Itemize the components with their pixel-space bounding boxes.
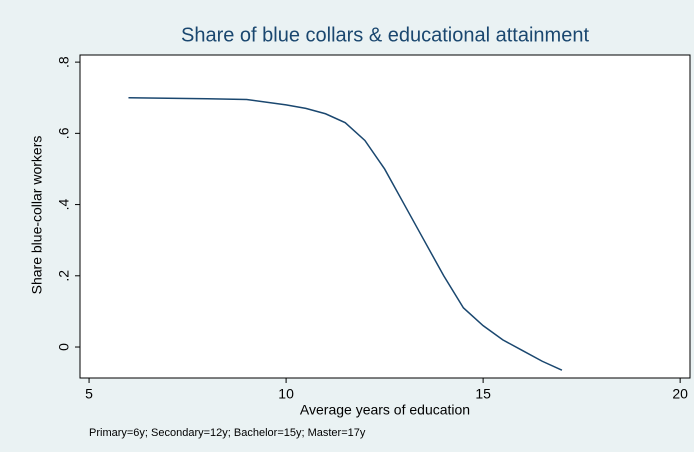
y-tick-label: 0 — [56, 343, 72, 351]
y-tick-label: .2 — [56, 270, 72, 282]
x-tick-label: 5 — [85, 386, 93, 402]
x-tick-label: 10 — [278, 386, 294, 402]
x-tick-label: 15 — [475, 386, 491, 402]
line-series — [128, 96, 563, 371]
y-tick-label: .6 — [56, 127, 72, 139]
note: Primary=6y; Secondary=12y; Bachelor=15y;… — [89, 427, 366, 439]
y-axis-label: Share blue-collar workers — [29, 136, 45, 295]
plot-area — [79, 54, 691, 379]
x-tick-label: 20 — [672, 386, 688, 402]
y-tick-label: .8 — [56, 56, 72, 68]
x-axis-label: Average years of education — [300, 402, 470, 418]
y-tick-label: .4 — [56, 199, 72, 211]
chart-title: Share of blue collars & educational atta… — [181, 24, 589, 46]
